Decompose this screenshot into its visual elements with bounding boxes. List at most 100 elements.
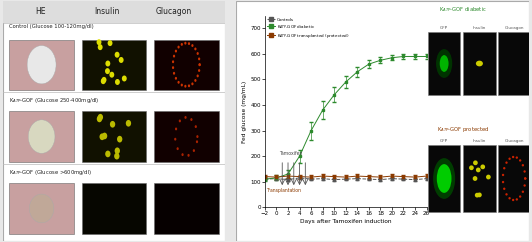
FancyBboxPatch shape [10, 183, 74, 234]
Ellipse shape [503, 188, 505, 190]
FancyBboxPatch shape [463, 32, 495, 95]
Ellipse shape [516, 156, 518, 159]
FancyBboxPatch shape [498, 32, 530, 95]
FancyBboxPatch shape [3, 1, 225, 23]
Ellipse shape [433, 158, 455, 199]
Ellipse shape [509, 158, 511, 160]
Ellipse shape [114, 147, 120, 154]
Ellipse shape [198, 57, 200, 60]
FancyBboxPatch shape [82, 183, 146, 234]
Ellipse shape [188, 42, 190, 45]
Ellipse shape [29, 194, 54, 223]
FancyBboxPatch shape [154, 111, 219, 162]
Ellipse shape [190, 118, 193, 121]
Ellipse shape [178, 46, 180, 48]
Ellipse shape [175, 50, 177, 53]
Ellipse shape [480, 165, 485, 169]
Ellipse shape [192, 44, 194, 47]
Ellipse shape [196, 75, 199, 77]
Ellipse shape [516, 198, 518, 201]
FancyBboxPatch shape [10, 111, 74, 162]
Ellipse shape [502, 174, 504, 176]
FancyBboxPatch shape [154, 39, 219, 90]
FancyBboxPatch shape [498, 145, 530, 212]
FancyBboxPatch shape [10, 39, 74, 90]
Ellipse shape [115, 79, 120, 85]
Ellipse shape [502, 181, 504, 183]
Ellipse shape [469, 165, 474, 170]
Ellipse shape [194, 47, 196, 50]
Ellipse shape [102, 133, 107, 139]
Ellipse shape [196, 140, 198, 143]
Ellipse shape [175, 128, 177, 130]
Ellipse shape [173, 55, 175, 58]
Text: K$_{ATP}$-GOF diabetic: K$_{ATP}$-GOF diabetic [439, 5, 487, 14]
Ellipse shape [505, 193, 508, 196]
Ellipse shape [119, 57, 123, 63]
Ellipse shape [105, 151, 111, 157]
Ellipse shape [505, 161, 508, 164]
Ellipse shape [126, 120, 131, 127]
Ellipse shape [184, 42, 187, 45]
Ellipse shape [473, 176, 477, 181]
Ellipse shape [172, 60, 174, 63]
Text: Glucagon: Glucagon [504, 26, 524, 30]
Ellipse shape [98, 44, 103, 50]
Ellipse shape [188, 84, 190, 87]
Ellipse shape [172, 66, 174, 69]
Ellipse shape [28, 120, 55, 153]
FancyBboxPatch shape [428, 145, 460, 212]
Ellipse shape [178, 81, 180, 84]
FancyBboxPatch shape [82, 111, 146, 162]
Ellipse shape [440, 55, 448, 72]
Ellipse shape [174, 138, 177, 141]
Ellipse shape [184, 85, 187, 88]
Ellipse shape [476, 167, 480, 172]
Ellipse shape [102, 77, 106, 83]
Ellipse shape [181, 43, 183, 46]
Ellipse shape [99, 133, 105, 140]
Text: Insulin: Insulin [95, 8, 120, 16]
FancyBboxPatch shape [463, 145, 495, 212]
Ellipse shape [198, 63, 201, 66]
Ellipse shape [105, 60, 110, 67]
Ellipse shape [181, 83, 183, 86]
Ellipse shape [98, 114, 103, 121]
Ellipse shape [185, 116, 187, 119]
Text: Glucagon: Glucagon [504, 139, 524, 143]
Ellipse shape [512, 156, 514, 158]
Ellipse shape [437, 164, 452, 193]
Text: K$_{ATP}$-GOF (Glucose 250-400mg/dl): K$_{ATP}$-GOF (Glucose 250-400mg/dl) [10, 96, 100, 105]
Ellipse shape [523, 184, 526, 187]
Ellipse shape [198, 69, 200, 72]
Ellipse shape [196, 52, 199, 55]
Ellipse shape [524, 177, 526, 180]
Ellipse shape [509, 197, 511, 199]
FancyBboxPatch shape [3, 1, 225, 241]
Ellipse shape [101, 78, 106, 84]
Ellipse shape [97, 116, 102, 122]
Ellipse shape [114, 52, 120, 58]
Ellipse shape [110, 72, 114, 78]
Ellipse shape [179, 120, 181, 122]
Ellipse shape [175, 77, 177, 80]
Text: GFP: GFP [440, 26, 448, 30]
Ellipse shape [519, 159, 521, 162]
Ellipse shape [173, 72, 175, 75]
Text: Insulin: Insulin [473, 26, 486, 30]
Ellipse shape [195, 125, 197, 128]
Ellipse shape [177, 147, 179, 150]
Ellipse shape [524, 177, 526, 180]
Ellipse shape [194, 79, 196, 82]
Ellipse shape [122, 76, 127, 82]
Ellipse shape [523, 170, 526, 173]
Ellipse shape [193, 149, 195, 152]
Ellipse shape [473, 160, 478, 165]
Ellipse shape [105, 68, 110, 74]
Ellipse shape [486, 175, 491, 179]
Ellipse shape [110, 121, 115, 128]
Ellipse shape [198, 63, 201, 66]
Ellipse shape [503, 167, 505, 169]
Ellipse shape [96, 39, 102, 45]
FancyBboxPatch shape [154, 183, 219, 234]
